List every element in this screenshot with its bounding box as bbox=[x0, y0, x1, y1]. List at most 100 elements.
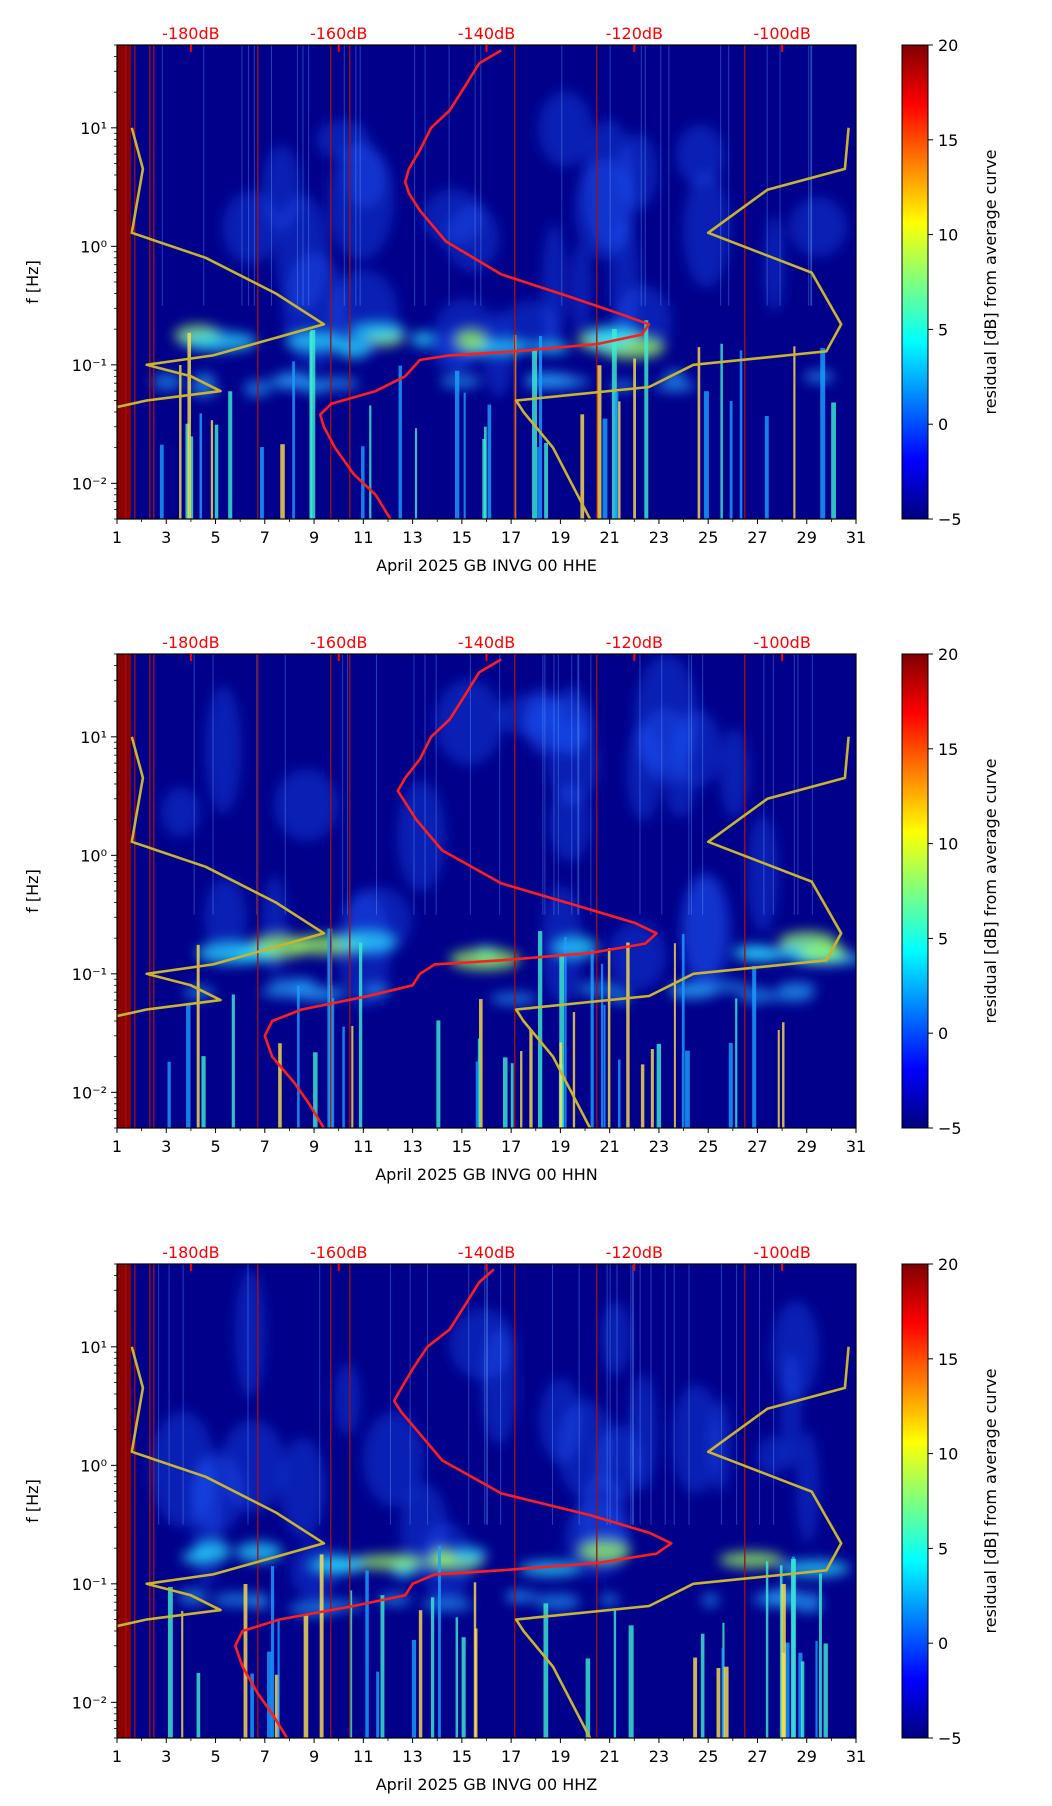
event-streak bbox=[474, 1628, 478, 1738]
hf-streak bbox=[664, 1264, 666, 1525]
hf-streak bbox=[644, 45, 646, 306]
event-streak bbox=[463, 392, 466, 519]
event-streak bbox=[358, 942, 363, 1128]
event-streak bbox=[728, 1042, 733, 1128]
event-streak bbox=[529, 1029, 533, 1128]
event-streak bbox=[532, 350, 538, 519]
event-streak bbox=[365, 1570, 369, 1738]
event-streak bbox=[380, 1595, 385, 1738]
hf-streak bbox=[673, 1264, 675, 1525]
gap-left-band bbox=[117, 1264, 131, 1738]
x-tick-label: 31 bbox=[846, 1747, 866, 1766]
event-streak bbox=[618, 1059, 621, 1128]
hf-streak bbox=[736, 1264, 738, 1525]
gap-line bbox=[349, 654, 351, 1128]
gap-line bbox=[149, 654, 151, 1128]
hf-streak bbox=[435, 654, 437, 915]
colorbar-tick-label: 20 bbox=[938, 36, 958, 55]
event-streak bbox=[693, 1657, 698, 1738]
x-tick-label: 7 bbox=[260, 1137, 270, 1156]
hf-streak bbox=[763, 654, 765, 915]
colorbar-label: residual [dB] from average curve bbox=[981, 759, 1000, 1024]
event-streak bbox=[618, 401, 621, 519]
event-streak bbox=[781, 1584, 786, 1738]
event-streak bbox=[478, 999, 483, 1128]
x-tick-label: 27 bbox=[747, 1137, 767, 1156]
x-axis-label: April 2025 GB INVG 00 HHN bbox=[375, 1165, 598, 1184]
hf-streak bbox=[557, 654, 559, 915]
diurnal-blob bbox=[574, 158, 635, 260]
event-streak bbox=[228, 391, 233, 519]
top-db-label: -180dB bbox=[162, 1243, 219, 1262]
event-streak bbox=[196, 944, 200, 1128]
event-streak bbox=[673, 943, 676, 1128]
gap-line bbox=[134, 1264, 136, 1738]
microseism-blob bbox=[577, 981, 620, 997]
event-streak bbox=[455, 1617, 459, 1738]
hf-streak bbox=[500, 1264, 502, 1525]
gap-line bbox=[596, 45, 598, 519]
microseism-blob bbox=[542, 375, 591, 388]
x-tick-label: 7 bbox=[260, 1747, 270, 1766]
top-db-label: -180dB bbox=[162, 633, 219, 652]
event-streak bbox=[602, 418, 608, 519]
event-streak bbox=[292, 361, 295, 519]
x-tick-label: 3 bbox=[161, 1747, 171, 1766]
event-streak bbox=[278, 1043, 282, 1128]
x-tick-label: 19 bbox=[550, 1137, 570, 1156]
microseism-blob bbox=[578, 1540, 631, 1563]
plot-area bbox=[117, 654, 856, 1128]
hf-streak bbox=[772, 654, 774, 915]
event-streak bbox=[739, 350, 743, 519]
mode-line bbox=[233, 1268, 673, 1738]
hf-streak bbox=[688, 654, 690, 915]
x-tick-label: 25 bbox=[698, 1747, 718, 1766]
diurnal-blob bbox=[763, 215, 785, 313]
event-streak bbox=[777, 1029, 780, 1128]
x-tick-label: 21 bbox=[599, 1137, 619, 1156]
hf-streak bbox=[308, 45, 310, 306]
x-tick-label: 3 bbox=[161, 1137, 171, 1156]
gap-line bbox=[149, 45, 151, 519]
top-db-label: -120dB bbox=[606, 24, 663, 43]
microseism-blob bbox=[451, 1546, 488, 1562]
event-streak bbox=[603, 1004, 606, 1128]
microseism-blob bbox=[440, 373, 482, 389]
event-streak bbox=[502, 1057, 508, 1128]
hf-streak bbox=[609, 45, 611, 306]
event-streak bbox=[411, 1640, 417, 1738]
x-tick-label: 11 bbox=[353, 1747, 373, 1766]
noise-model-high-line bbox=[514, 1346, 850, 1738]
hf-streak bbox=[720, 45, 722, 306]
colorbar-tick-label: 5 bbox=[938, 1539, 948, 1558]
y-tick-label: 10⁻² bbox=[72, 1693, 107, 1712]
event-streak bbox=[185, 423, 190, 519]
event-streak bbox=[430, 1597, 435, 1738]
hf-streak bbox=[577, 654, 579, 915]
x-tick-label: 31 bbox=[846, 1137, 866, 1156]
microseism-blob bbox=[803, 370, 835, 384]
diurnal-blob bbox=[362, 1411, 425, 1507]
hf-streak bbox=[544, 654, 546, 915]
event-streak bbox=[201, 1056, 206, 1128]
hf-streak bbox=[161, 45, 163, 306]
event-streak bbox=[436, 1020, 441, 1128]
event-streak bbox=[815, 1640, 818, 1738]
diurnal-blob bbox=[334, 1362, 361, 1436]
event-streak bbox=[765, 1561, 769, 1738]
diurnal-blob bbox=[222, 191, 279, 265]
hf-streak bbox=[203, 45, 205, 306]
event-streak bbox=[721, 1647, 724, 1738]
colorbar-tick-label: 15 bbox=[938, 740, 958, 759]
x-tick-label: 17 bbox=[501, 528, 521, 547]
top-db-axis: -180dB -160dB -140dB -120dB -100dB bbox=[162, 633, 811, 661]
event-streak bbox=[656, 1043, 662, 1128]
hf-streak bbox=[359, 45, 361, 306]
x-tick-label: 25 bbox=[698, 528, 718, 547]
x-tick-label: 9 bbox=[309, 1747, 319, 1766]
hf-streak bbox=[578, 654, 580, 915]
x-tick-label: 17 bbox=[501, 1747, 521, 1766]
hf-streak bbox=[808, 45, 810, 306]
